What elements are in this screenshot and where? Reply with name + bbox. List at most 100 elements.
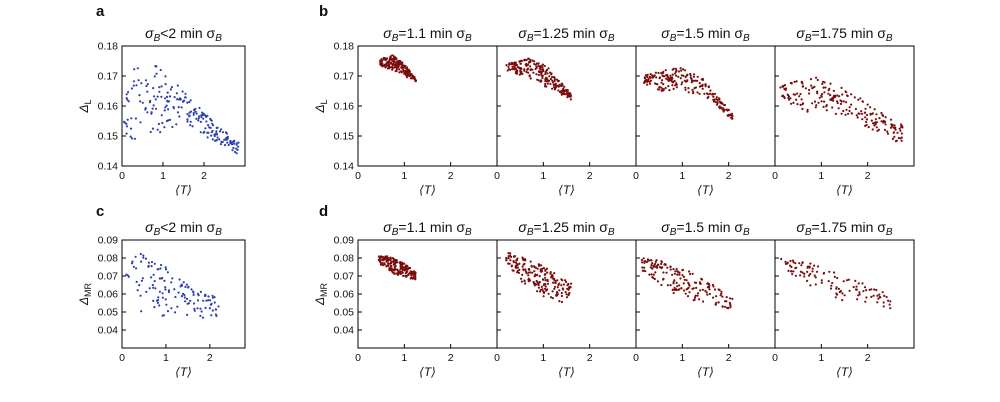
data-point xyxy=(386,60,389,63)
data-point xyxy=(542,267,546,270)
data-point xyxy=(837,107,840,110)
data-point xyxy=(209,118,212,121)
data-point xyxy=(523,59,526,62)
data-point xyxy=(875,113,878,116)
data-point xyxy=(676,285,679,288)
data-point xyxy=(530,264,533,267)
data-point xyxy=(694,79,697,82)
data-point xyxy=(399,261,402,264)
data-point xyxy=(567,283,570,286)
data-point xyxy=(505,258,508,261)
data-point xyxy=(533,282,536,285)
data-point xyxy=(687,87,690,90)
data-point xyxy=(864,300,867,303)
data-point xyxy=(383,263,386,266)
data-point xyxy=(232,146,235,150)
data-point xyxy=(403,266,406,269)
data-point xyxy=(800,264,803,267)
data-point xyxy=(652,264,655,267)
data-point xyxy=(550,73,553,76)
data-point xyxy=(825,105,828,108)
data-point xyxy=(189,124,192,127)
data-point xyxy=(854,279,857,282)
data-point xyxy=(821,82,824,85)
data-point xyxy=(505,64,508,67)
data-point xyxy=(654,260,657,263)
x-tick-label: 0 xyxy=(633,170,639,182)
data-point xyxy=(834,296,837,299)
data-point xyxy=(883,294,886,297)
data-point xyxy=(717,301,720,304)
data-point xyxy=(144,108,147,111)
data-point xyxy=(667,85,670,88)
data-point xyxy=(404,272,407,275)
data-point xyxy=(829,287,833,290)
data-point xyxy=(385,57,388,61)
data-point xyxy=(863,111,867,114)
data-point xyxy=(820,281,823,284)
data-point xyxy=(669,79,673,82)
data-point xyxy=(795,98,798,101)
data-point xyxy=(789,102,793,105)
data-point xyxy=(528,268,531,271)
data-point xyxy=(409,270,412,273)
data-point xyxy=(164,286,167,289)
data-point xyxy=(709,92,712,95)
data-point xyxy=(158,290,161,293)
x-tick-label: 1 xyxy=(818,352,824,364)
data-point xyxy=(397,64,400,67)
data-point xyxy=(681,274,684,277)
data-point xyxy=(649,79,653,82)
data-point xyxy=(716,102,719,105)
data-point xyxy=(862,290,865,293)
data-point xyxy=(727,108,731,111)
data-point xyxy=(841,299,844,302)
data-point xyxy=(187,302,190,305)
data-point xyxy=(669,268,672,271)
panel-d2: σB=1.25 min σB 0 1 2 ⟨T⟩ xyxy=(494,219,637,379)
data-point xyxy=(516,263,519,266)
data-point xyxy=(130,87,133,90)
data-point xyxy=(684,292,687,295)
data-point xyxy=(169,88,172,91)
x-axis-label: ⟨T⟩ xyxy=(558,365,575,379)
data-point xyxy=(897,136,900,140)
panel-title: σB=1.1 min σB xyxy=(383,219,472,238)
data-point xyxy=(723,103,726,107)
data-point xyxy=(381,255,384,258)
data-point xyxy=(567,286,571,289)
data-point xyxy=(540,285,543,288)
data-point xyxy=(839,102,843,105)
data-point xyxy=(787,269,790,272)
data-point xyxy=(688,291,691,294)
data-point xyxy=(551,297,554,300)
data-point xyxy=(651,74,654,77)
x-tick-label: 1 xyxy=(540,352,546,364)
data-point xyxy=(660,262,663,265)
data-point xyxy=(689,76,693,79)
data-point xyxy=(508,62,511,65)
data-point xyxy=(413,274,416,277)
data-point xyxy=(402,274,405,277)
data-point xyxy=(565,280,568,284)
data-point xyxy=(878,293,881,296)
data-point xyxy=(689,272,692,276)
data-point xyxy=(880,120,883,123)
data-point xyxy=(823,100,826,103)
data-point xyxy=(413,75,416,79)
data-point xyxy=(181,90,184,93)
data-point xyxy=(391,257,394,260)
data-point xyxy=(514,261,518,264)
data-point xyxy=(509,259,512,262)
data-point xyxy=(789,259,792,263)
data-point xyxy=(704,85,707,88)
data-point xyxy=(671,288,675,291)
data-point xyxy=(888,303,891,306)
data-point xyxy=(679,67,682,70)
data-point xyxy=(141,277,144,280)
data-point xyxy=(799,103,802,106)
data-point xyxy=(525,70,528,73)
data-point xyxy=(548,75,551,78)
data-point xyxy=(568,291,571,295)
data-point xyxy=(225,136,228,139)
